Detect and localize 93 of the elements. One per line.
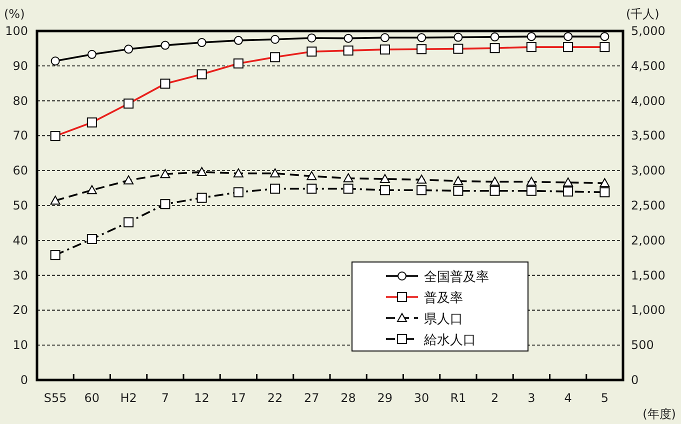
y-tick-label: 20	[12, 303, 28, 318]
point	[563, 186, 574, 197]
x-tick-label: 3	[528, 391, 536, 405]
point	[416, 174, 427, 184]
point	[343, 173, 354, 182]
point	[270, 168, 280, 178]
point	[453, 186, 464, 196]
point	[564, 32, 573, 42]
point	[380, 174, 390, 183]
x-tick-label: 7	[161, 391, 170, 405]
point	[87, 50, 96, 59]
point	[344, 34, 353, 43]
y-tick-label: 0	[20, 373, 28, 387]
point	[490, 186, 500, 196]
point	[233, 168, 244, 178]
point	[490, 32, 500, 42]
point	[306, 171, 317, 180]
x-tick-label: 28	[340, 391, 356, 405]
point	[234, 36, 243, 45]
x-tick-label: 29	[377, 391, 393, 405]
y2-tick-label: 2,000	[631, 233, 666, 248]
point	[600, 187, 610, 198]
point	[50, 250, 60, 260]
point	[306, 184, 317, 194]
y2-tick-label: 500	[631, 338, 654, 352]
point	[160, 40, 170, 50]
y2-axis-title: (千人)	[626, 7, 660, 21]
point	[343, 184, 354, 194]
x-tick-label: 22	[267, 391, 283, 405]
x-axis-title: (年度)	[642, 407, 676, 421]
point	[160, 169, 170, 178]
x-tick-label: 60	[84, 391, 100, 405]
y-axis-title: (%)	[4, 7, 25, 21]
y2-tick-label: 3,000	[631, 164, 666, 178]
legend-label: 普及率	[424, 290, 463, 306]
x-tick-label: R1	[450, 391, 466, 405]
point	[417, 33, 426, 42]
point	[124, 217, 134, 228]
x-tick-label: 30	[414, 391, 430, 405]
point	[50, 196, 60, 205]
y-tick-label: 60	[12, 164, 28, 178]
point	[124, 44, 134, 54]
point	[380, 33, 390, 42]
y-tick-label: 10	[12, 338, 28, 352]
legend-label: 県人口	[424, 312, 463, 327]
point	[600, 178, 610, 188]
point	[233, 187, 244, 198]
point	[563, 177, 574, 186]
point	[50, 56, 60, 66]
y2-tick-label: 3,500	[631, 128, 666, 143]
x-tick-label: S55	[44, 391, 67, 405]
point	[196, 192, 207, 203]
point	[526, 32, 536, 42]
point	[124, 175, 134, 184]
point	[454, 32, 463, 42]
point	[197, 38, 206, 48]
y2-tick-label: 0	[631, 373, 639, 387]
y-tick-label: 80	[12, 94, 28, 108]
y2-tick-label: 4,000	[631, 94, 666, 108]
point	[196, 166, 207, 176]
y2-tick-label: 4,500	[631, 58, 666, 73]
y-tick-label: 100	[5, 24, 28, 38]
point	[600, 32, 610, 42]
y-tick-label: 40	[12, 233, 28, 248]
x-tick-label: 12	[194, 391, 210, 405]
point	[490, 176, 500, 186]
point	[416, 185, 427, 196]
point	[380, 185, 390, 196]
point	[526, 176, 536, 186]
y-tick-label: 70	[12, 128, 28, 143]
legend-label: 給水人口	[423, 333, 476, 348]
y2-tick-label: 1,000	[631, 303, 666, 318]
y2-tick-label: 5,000	[631, 24, 666, 38]
y-tick-label: 50	[12, 198, 28, 212]
point	[270, 184, 280, 194]
point	[526, 186, 536, 196]
y2-tick-label: 2,500	[631, 198, 666, 212]
point	[453, 176, 464, 186]
x-tick-label: 2	[490, 391, 499, 405]
point	[307, 33, 316, 42]
point	[86, 234, 97, 244]
x-tick-label: 5	[600, 391, 609, 405]
legend-label: 全国普及率	[424, 269, 489, 285]
point	[86, 185, 97, 194]
point	[160, 199, 170, 210]
y-tick-label: 90	[12, 58, 28, 73]
x-tick-label: 17	[230, 391, 246, 405]
y-tick-label: 30	[12, 268, 28, 282]
x-tick-label: 4	[564, 391, 572, 405]
x-tick-label: H2	[120, 391, 137, 405]
y2-tick-label: 1,500	[631, 268, 666, 282]
x-tick-label: 27	[304, 391, 320, 405]
point	[270, 34, 280, 44]
